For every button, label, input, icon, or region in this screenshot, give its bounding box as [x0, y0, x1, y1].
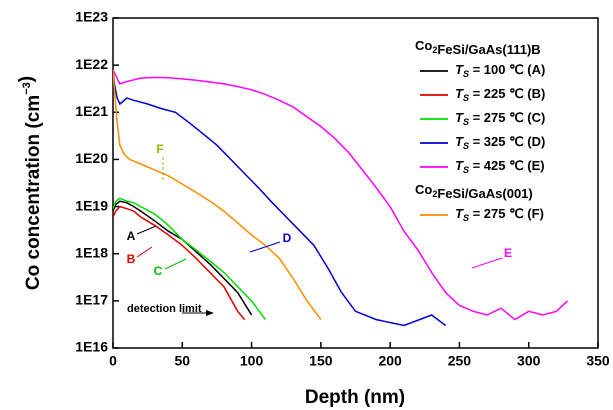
annotation-leader	[471, 257, 503, 269]
x-axis-label: Depth (nm)	[305, 387, 405, 408]
series-line	[113, 200, 253, 316]
x-tick-label: 250	[448, 353, 472, 369]
y-tick-label: 1E16	[75, 339, 108, 355]
plot-frame	[112, 17, 599, 349]
x-tick-label: 100	[240, 353, 264, 369]
legend-label: TS = 100 ℃ (A)	[455, 62, 545, 79]
annotation: E	[504, 246, 512, 260]
annotation-leader	[249, 241, 281, 253]
y-tick-label: 1E17	[75, 292, 108, 308]
legend-label: TS = 325 ℃ (D)	[455, 134, 545, 151]
x-tick-label: 300	[517, 353, 541, 369]
legend-label: TS = 275 ℃ (F)	[455, 206, 544, 223]
legend-label: TS = 225 ℃ (B)	[455, 86, 545, 103]
y-tick-label: 1E23	[75, 9, 108, 25]
legend-group-title: Co2FeSi/GaAs(001)	[415, 182, 533, 201]
series-line	[113, 69, 569, 321]
y-axis-label: Co concentration (cm−3)	[16, 76, 44, 290]
series-line	[113, 69, 322, 321]
annotation: detection limit	[127, 303, 202, 315]
annotation: C	[154, 264, 163, 278]
y-tick-label: 1E20	[75, 150, 108, 166]
x-tick-label: 350	[586, 353, 610, 369]
y-tick-label: 1E18	[75, 244, 108, 260]
legend-group-title: Co2FeSi/GaAs(111)B	[415, 38, 541, 57]
annotation-leader	[164, 258, 187, 270]
arrow-head	[206, 310, 214, 316]
x-tick-label: 50	[174, 353, 190, 369]
y-tick-label: 1E21	[75, 103, 108, 119]
annotation: A	[127, 229, 136, 243]
y-tick-label: 1E22	[75, 56, 108, 72]
annotation: F	[156, 142, 163, 156]
annotation: B	[127, 252, 136, 266]
x-tick-label: 150	[309, 353, 333, 369]
y-tick-label: 1E19	[75, 197, 108, 213]
series-line	[113, 69, 447, 327]
legend-label: TS = 275 ℃ (C)	[455, 110, 545, 127]
x-tick-label: 0	[109, 353, 117, 369]
series-line	[113, 205, 246, 321]
x-tick-label: 200	[378, 353, 402, 369]
annotation: D	[283, 231, 292, 245]
annotation-leader	[136, 246, 153, 258]
legend-label: TS = 425 ℃ (E)	[455, 158, 545, 175]
series-line	[113, 197, 267, 321]
annotation-leader	[136, 225, 157, 235]
